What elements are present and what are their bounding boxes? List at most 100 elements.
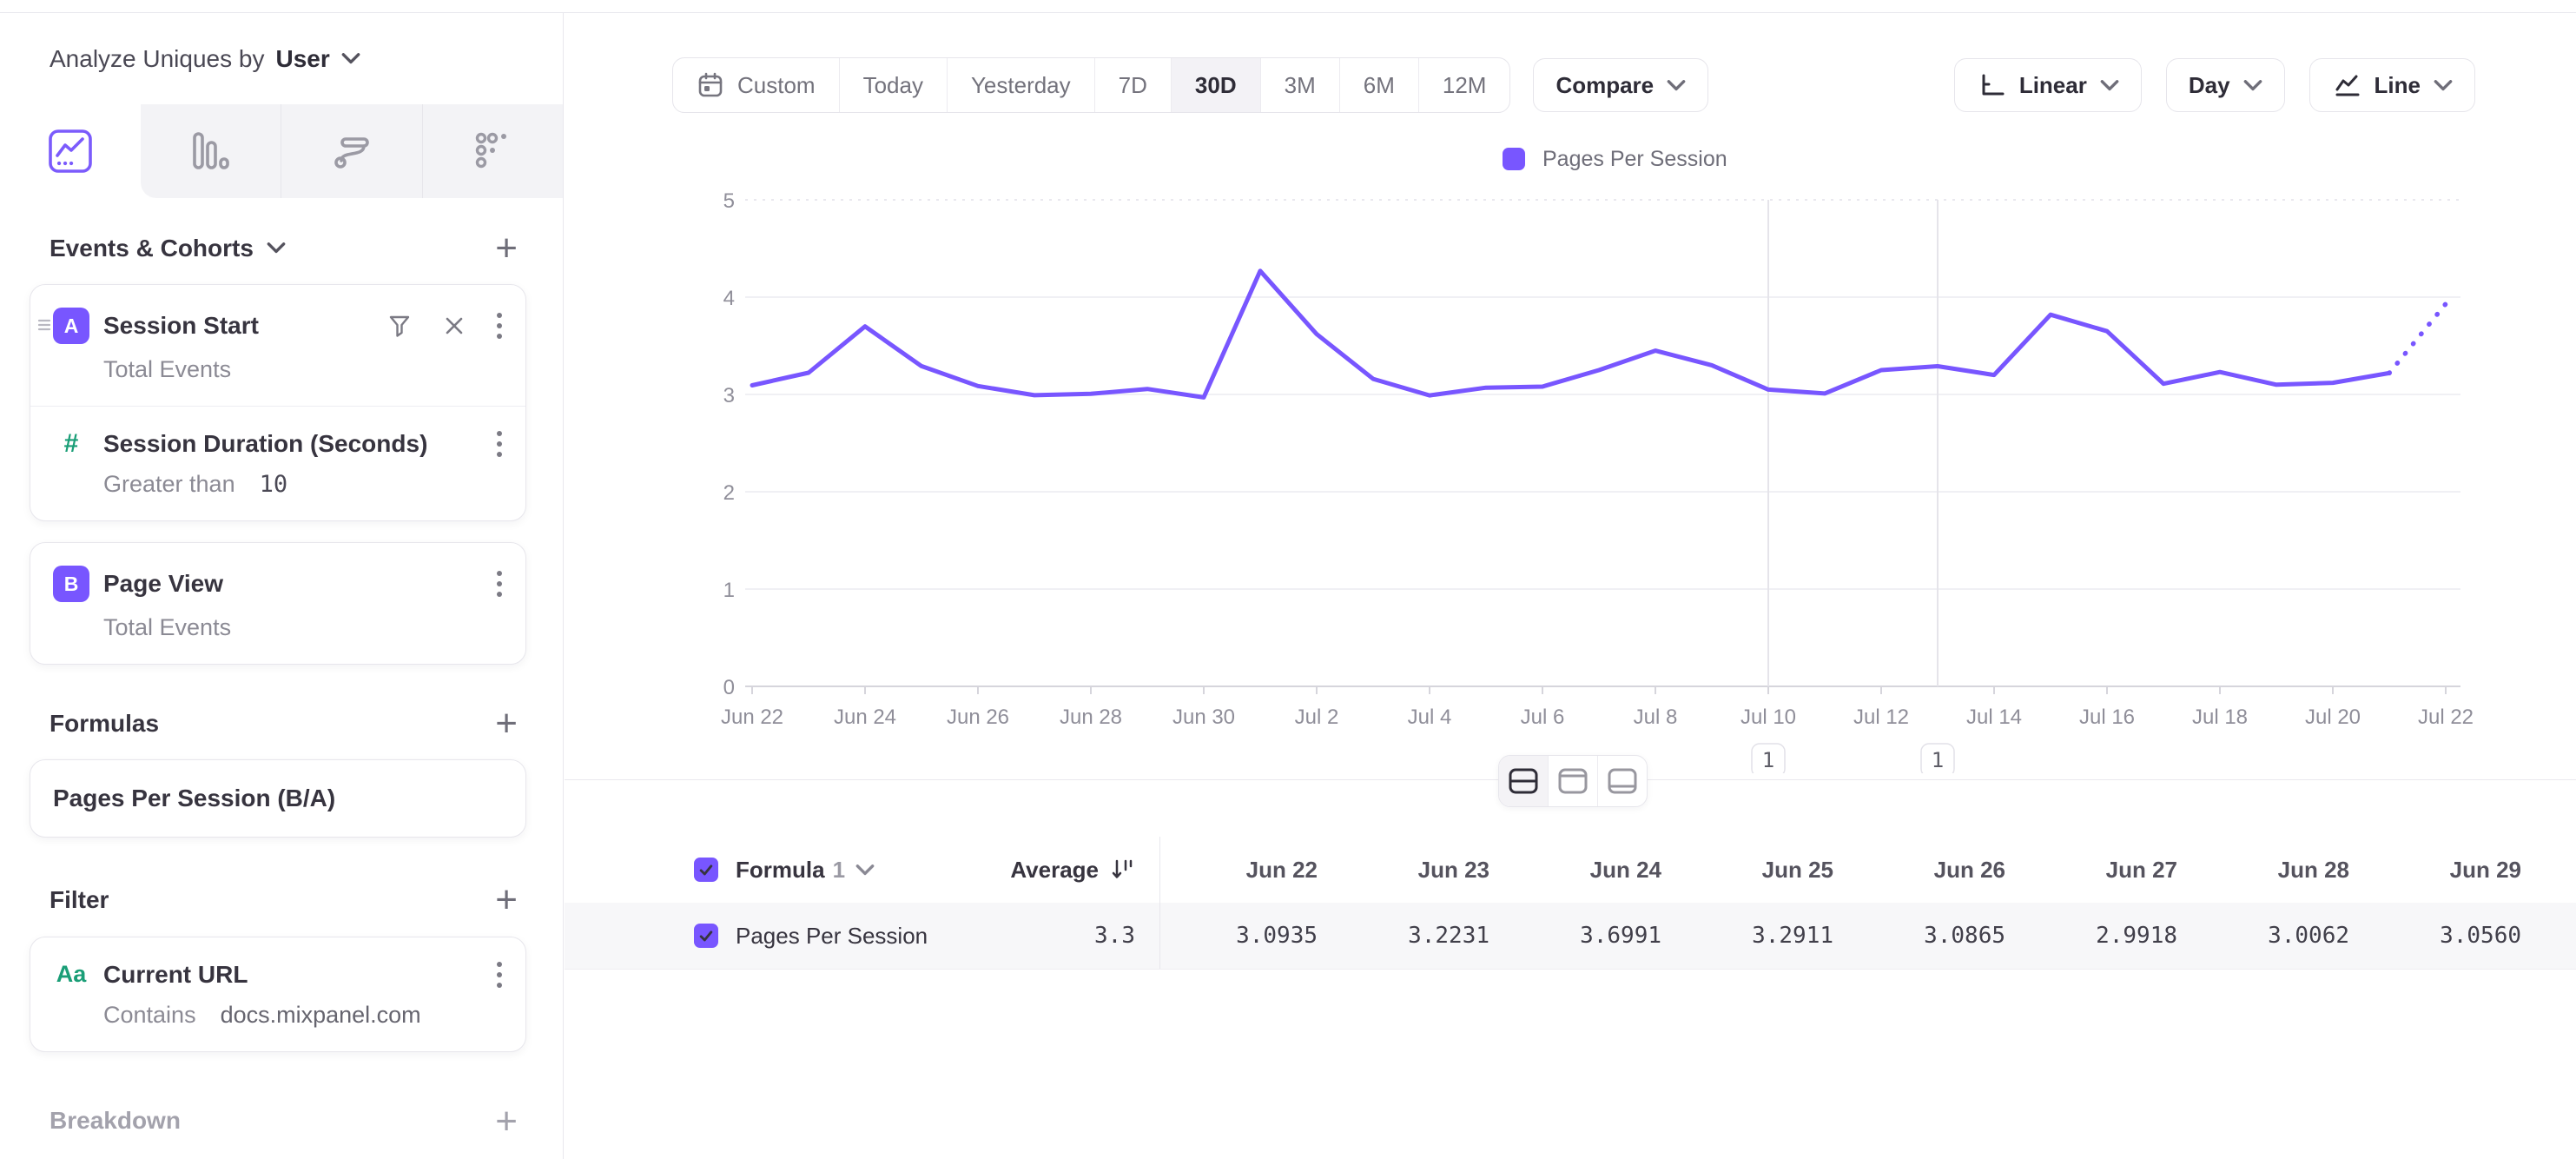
retention-icon (476, 132, 507, 169)
table-col-header[interactable]: Jun 28 (2277, 856, 2349, 883)
table-col-header[interactable]: Jun 25 (1761, 856, 1833, 883)
series-name-cell: Pages Per Session (736, 922, 928, 949)
event-row-session-duration[interactable]: # Session Duration (Seconds) Greater tha… (30, 407, 525, 520)
x-axis-label: Jul 10 (1740, 705, 1796, 729)
table-cell: 3.0935 (1236, 923, 1318, 949)
linear-scale-icon (1982, 74, 2005, 96)
date-value-cells: 3.0935 3.2231 3.6991 3.2911 3.0865 2.9918 3.00… (1159, 923, 2561, 949)
condition-value[interactable]: 10 (259, 471, 288, 499)
kebab-menu-icon[interactable] (496, 569, 503, 599)
legend-label[interactable]: Pages Per Session (1542, 147, 1727, 171)
filter-value[interactable]: docs.mixpanel.com (220, 1001, 421, 1028)
table-only-icon (1608, 768, 1637, 794)
kebab-menu-icon[interactable] (496, 311, 503, 341)
calendar-icon (698, 72, 723, 97)
property-title[interactable]: Session Duration (Seconds) (103, 430, 428, 458)
sidebar-tab-flows[interactable] (281, 104, 422, 198)
add-formula-button[interactable]: + (495, 702, 518, 745)
sidebar-tab-insights[interactable] (0, 104, 141, 198)
toggle-table-only[interactable] (1597, 756, 1647, 806)
event-measure-label[interactable]: Total Events (103, 356, 232, 383)
chevron-down-icon (2243, 79, 2262, 90)
x-axis-label: Jul 6 (1521, 705, 1565, 729)
event-row-page-view[interactable]: B Page View Total Events (30, 543, 525, 664)
analyze-by-value[interactable]: User (275, 44, 330, 72)
check-icon (699, 864, 713, 876)
condition-operator[interactable]: Greater than (103, 471, 235, 498)
table-col-header[interactable]: Jun 24 (1589, 856, 1661, 883)
x-axis-label: Jul 20 (2305, 705, 2361, 729)
annotation-badge[interactable] (1920, 743, 1955, 773)
kebab-menu-icon[interactable] (496, 960, 503, 990)
y-axis-label: 2 (723, 481, 735, 505)
sidebar-tab-retention[interactable] (421, 104, 563, 198)
close-icon[interactable] (444, 315, 465, 336)
sort-descending-icon[interactable] (1109, 857, 1135, 883)
table-data-row[interactable]: Pages Per Session 3.3 3.0935 3.2231 3.6991… (565, 903, 2576, 970)
table-col-header[interactable]: Jun 23 (1417, 856, 1489, 883)
sidebar-tab-bar[interactable] (140, 104, 281, 198)
table-col-header[interactable]: Jun 29 (2449, 856, 2521, 883)
x-axis-label: Jun 22 (721, 705, 783, 729)
table-header-row: Formula 1 Average Jun 22 Jun 23 Jun 24 Jun … (565, 837, 2576, 903)
table-col-header[interactable]: Jun 27 (2105, 856, 2177, 883)
formula-row[interactable]: Pages Per Session (B/A) (30, 760, 525, 837)
event-row-session-start[interactable]: A Session Start Total Events (30, 285, 525, 406)
filter-icon[interactable] (386, 313, 413, 339)
line-chart: Pages Per Session 0 1 2 3 4 5 1 1 Jun 22 Jun 24 Jun… (721, 147, 2474, 773)
annotation-badge[interactable] (1751, 743, 1786, 773)
breakdown-title: Breakdown (50, 1107, 181, 1135)
scale-selector-button[interactable]: Linear (1953, 58, 2142, 112)
date-range-3m[interactable]: 3M (1259, 58, 1339, 112)
series-line[interactable] (750, 268, 2392, 400)
date-range-7d[interactable]: 7D (1093, 58, 1171, 112)
chart-only-icon (1558, 768, 1588, 794)
analyze-by-label: Analyze Uniques by (50, 44, 265, 72)
toggle-chart-only[interactable] (1548, 756, 1597, 806)
add-breakdown-button[interactable]: + (495, 1099, 518, 1142)
filter-row-current-url[interactable]: Aa Current URL Contains docs.mixpanel.co… (30, 937, 525, 1051)
formulas-title: Formulas (50, 709, 160, 737)
row-checkbox[interactable] (694, 924, 718, 948)
select-all-checkbox[interactable] (694, 858, 718, 882)
x-axis-label: Jul 18 (2192, 705, 2248, 729)
toggle-split-view[interactable] (1499, 756, 1548, 806)
series-column-header[interactable]: Formula 1 (736, 857, 961, 884)
drag-handle-icon[interactable] (36, 318, 52, 332)
chart-type-selector-button[interactable]: Line (2308, 58, 2475, 112)
add-filter-button[interactable]: + (495, 878, 518, 922)
filter-property-title[interactable]: Current URL (103, 960, 248, 988)
series-line-incomplete (2387, 301, 2448, 376)
x-axis-label: Jul 14 (1966, 705, 2022, 729)
chevron-down-icon (341, 53, 360, 64)
date-range-30d[interactable]: 30D (1170, 58, 1260, 112)
date-range-yesterday[interactable]: Yesterday (946, 58, 1094, 112)
date-range-today[interactable]: Today (838, 58, 947, 112)
event-card-page-view: B Page View Total Events (30, 542, 526, 666)
events-cohorts-title[interactable]: Events & Cohorts (50, 235, 286, 262)
formula-expression[interactable]: Pages Per Session (B/A) (53, 785, 336, 812)
filter-operator[interactable]: Contains (103, 1001, 196, 1028)
date-range-12m[interactable]: 12M (1417, 58, 1510, 112)
date-range-custom[interactable]: Custom (673, 58, 839, 112)
results-table: Formula 1 Average Jun 22 Jun 23 Jun 24 Jun … (565, 837, 2576, 970)
interval-selector-button[interactable]: Day (2165, 58, 2285, 112)
table-col-header[interactable]: Jun 22 (1245, 856, 1318, 883)
x-axis-label: Jun 28 (1060, 705, 1122, 729)
table-cell: 2.9918 (2096, 923, 2177, 949)
sidebar-content: Events & Cohorts + A Session Start (0, 227, 563, 1142)
table-col-header[interactable]: Jun 26 (1933, 856, 2005, 883)
date-range-6m[interactable]: 6M (1338, 58, 1418, 112)
event-title[interactable]: Session Start (103, 312, 259, 340)
date-range-segmented-control: Custom Today Yesterday 7D 30D 3M 6M 12M (672, 57, 1511, 113)
average-column-header[interactable]: Average (961, 857, 1135, 884)
chart-toolbar: Custom Today Yesterday 7D 30D 3M 6M 12M Compare… (672, 57, 2475, 113)
add-event-button[interactable]: + (495, 227, 518, 269)
event-measure-label[interactable]: Total Events (103, 614, 232, 641)
event-title[interactable]: Page View (103, 570, 224, 598)
compare-button[interactable]: Compare (1533, 58, 1709, 112)
chevron-down-icon (2434, 79, 2453, 90)
y-axis-label: 3 (723, 384, 735, 407)
kebab-menu-icon[interactable] (496, 429, 503, 459)
annotation-badge-label: 1 (1762, 748, 1774, 772)
